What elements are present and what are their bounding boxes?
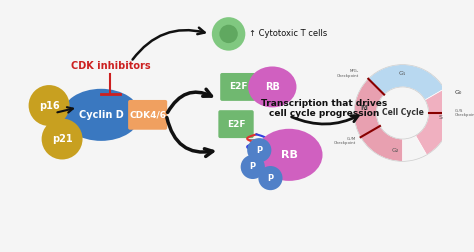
- Text: G₂: G₂: [392, 148, 399, 153]
- Circle shape: [247, 138, 272, 162]
- Wedge shape: [416, 89, 451, 155]
- Text: CDK inhibitors: CDK inhibitors: [71, 61, 150, 72]
- Wedge shape: [354, 79, 402, 161]
- Ellipse shape: [248, 67, 296, 107]
- Text: p16: p16: [39, 101, 59, 111]
- Text: CDK4/6: CDK4/6: [129, 110, 166, 119]
- Circle shape: [28, 85, 70, 126]
- Text: Cyclin D: Cyclin D: [79, 110, 124, 120]
- Circle shape: [448, 82, 469, 103]
- Circle shape: [258, 166, 283, 190]
- Text: G₂/M
Checkpoint: G₂/M Checkpoint: [334, 137, 356, 145]
- Text: M/G₁
Checkpoint: M/G₁ Checkpoint: [336, 69, 358, 78]
- Text: G₁/S
Checkpoint: G₁/S Checkpoint: [455, 109, 474, 117]
- Wedge shape: [368, 65, 445, 100]
- Circle shape: [42, 118, 82, 160]
- Circle shape: [212, 17, 246, 51]
- Text: P: P: [250, 163, 256, 171]
- Text: Cell Cycle: Cell Cycle: [382, 108, 423, 117]
- FancyBboxPatch shape: [128, 100, 167, 130]
- Text: ↑ Cytotoxic T cells: ↑ Cytotoxic T cells: [249, 29, 327, 38]
- Wedge shape: [356, 120, 402, 161]
- Text: G₀: G₀: [455, 90, 462, 95]
- Circle shape: [376, 87, 428, 139]
- Ellipse shape: [62, 89, 140, 141]
- Text: S: S: [439, 115, 443, 120]
- FancyBboxPatch shape: [220, 73, 255, 101]
- FancyBboxPatch shape: [219, 110, 254, 138]
- Text: RB: RB: [281, 150, 298, 160]
- Text: M: M: [360, 105, 367, 111]
- Text: P: P: [267, 174, 273, 183]
- Text: E2F: E2F: [227, 120, 245, 129]
- Text: p21: p21: [52, 134, 73, 144]
- Text: Transcription that drives
cell cycle progression: Transcription that drives cell cycle pro…: [261, 99, 388, 118]
- Text: P: P: [256, 146, 262, 155]
- Text: RB: RB: [265, 82, 280, 92]
- Ellipse shape: [255, 129, 322, 181]
- Text: G₁: G₁: [399, 71, 406, 76]
- Circle shape: [219, 25, 238, 43]
- Text: E2F: E2F: [228, 82, 247, 91]
- Circle shape: [241, 155, 265, 179]
